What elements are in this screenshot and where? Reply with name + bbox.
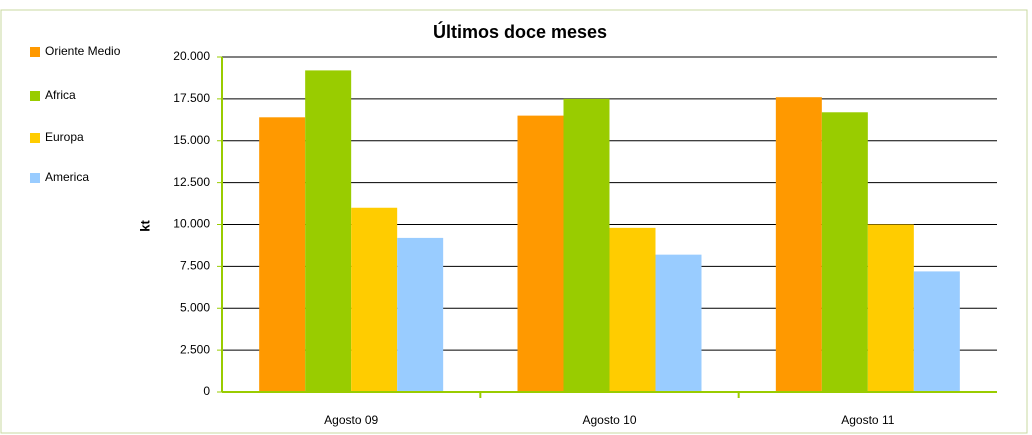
bar xyxy=(913,271,960,392)
bar xyxy=(517,115,564,392)
bar xyxy=(397,237,444,392)
legend-label: Europa xyxy=(45,130,84,144)
y-tick-label: 12.500 xyxy=(173,175,210,189)
chart-title: Últimos doce meses xyxy=(433,21,607,42)
bar xyxy=(259,117,306,393)
y-tick-label: 0 xyxy=(203,384,210,398)
x-tick-label: Agosto 10 xyxy=(582,413,636,427)
y-tick-label: 5.000 xyxy=(180,300,210,314)
bar xyxy=(609,227,656,392)
y-tick-label: 10.000 xyxy=(173,217,210,231)
y-tick-label: 2.500 xyxy=(180,342,210,356)
bar xyxy=(867,224,914,392)
bar xyxy=(351,207,398,392)
legend-label: Oriente Medio xyxy=(45,44,121,58)
y-tick-label: 7.500 xyxy=(180,259,210,273)
y-axis-label: kt xyxy=(137,220,152,232)
x-tick-label: Agosto 11 xyxy=(841,413,894,427)
y-tick-label: 17.500 xyxy=(173,91,210,105)
legend-swatch xyxy=(30,91,40,101)
legend-swatch xyxy=(30,173,40,183)
legend-label: America xyxy=(45,170,89,184)
bar xyxy=(563,98,610,392)
legend-swatch xyxy=(30,133,40,143)
legend-label: Africa xyxy=(45,88,76,102)
bar xyxy=(775,97,822,392)
chart-frame xyxy=(0,9,1028,434)
y-tick-label: 15.000 xyxy=(173,133,210,147)
y-tick-label: 20.000 xyxy=(173,49,210,63)
legend-swatch xyxy=(30,47,40,57)
bar xyxy=(655,254,702,392)
x-tick-label: Agosto 09 xyxy=(324,413,378,427)
bar xyxy=(821,112,868,393)
bar xyxy=(305,70,352,393)
